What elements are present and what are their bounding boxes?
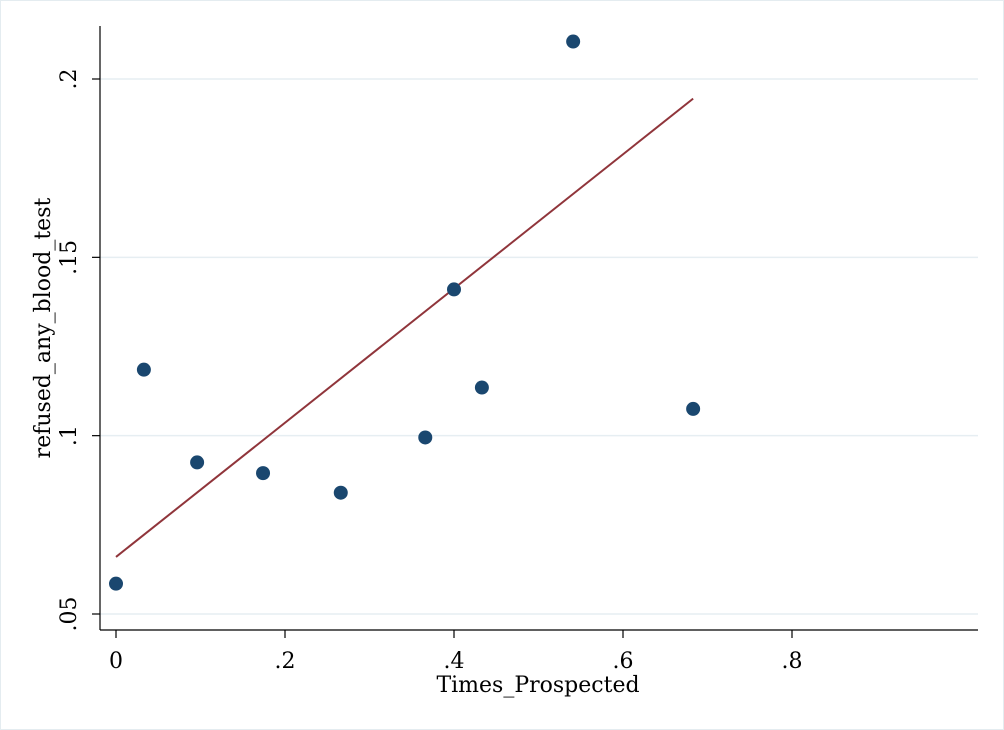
data-point-7 bbox=[474, 380, 489, 395]
points-group bbox=[109, 34, 701, 591]
x-tick-label-4: .8 bbox=[782, 649, 803, 674]
y-tick-label-3: .2 bbox=[57, 69, 82, 90]
x-tick-label-1: .2 bbox=[275, 649, 296, 674]
data-point-4 bbox=[333, 485, 348, 500]
y-tick-label-1: .1 bbox=[57, 425, 82, 446]
y-axis-title: refused_any_blood_test bbox=[31, 198, 56, 459]
x-tick-label-2: .4 bbox=[444, 649, 465, 674]
y-tick-label-2: .15 bbox=[57, 240, 82, 275]
x-tick-label-3: .6 bbox=[613, 649, 634, 674]
x-tick-label-0: 0 bbox=[109, 649, 123, 674]
data-point-9 bbox=[686, 401, 701, 416]
data-point-1 bbox=[136, 362, 151, 377]
data-point-8 bbox=[566, 34, 581, 49]
data-point-6 bbox=[447, 282, 461, 297]
fitted-line bbox=[115, 97, 694, 558]
x-axis-title: Times_Prospected bbox=[436, 673, 639, 698]
y-tick-label-0: .05 bbox=[57, 597, 82, 632]
axes bbox=[99, 26, 978, 631]
ticks: 0 .2 .4 .6 .8 .05 .1 .15 .2 bbox=[57, 69, 803, 675]
data-point-3 bbox=[256, 466, 271, 481]
fitted-line-group bbox=[115, 97, 694, 558]
gridlines bbox=[100, 78, 978, 615]
data-point-2 bbox=[190, 455, 205, 470]
data-point-0 bbox=[109, 576, 123, 591]
data-point-5 bbox=[418, 430, 433, 445]
